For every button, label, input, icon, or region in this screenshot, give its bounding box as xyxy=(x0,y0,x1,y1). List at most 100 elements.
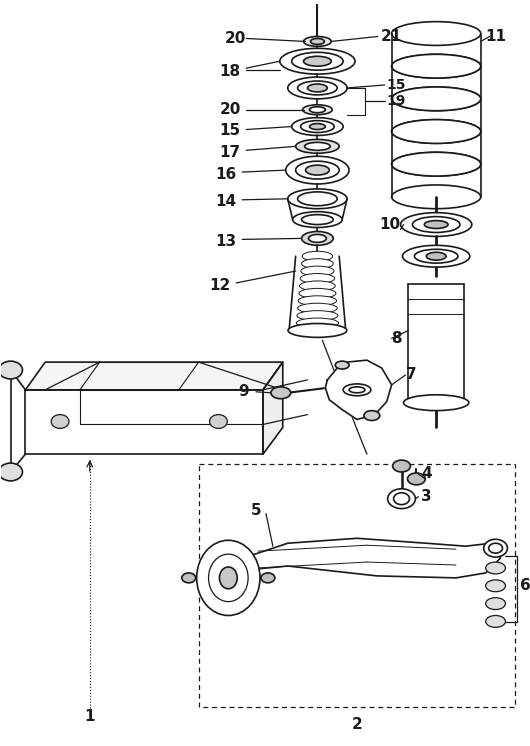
Text: 21: 21 xyxy=(381,29,402,44)
Ellipse shape xyxy=(298,81,337,95)
Ellipse shape xyxy=(392,54,481,78)
Ellipse shape xyxy=(271,387,290,398)
Ellipse shape xyxy=(310,107,325,113)
Polygon shape xyxy=(25,390,263,454)
Ellipse shape xyxy=(311,39,324,45)
Bar xyxy=(409,284,464,403)
Ellipse shape xyxy=(296,318,339,328)
Text: 10: 10 xyxy=(379,217,400,232)
Ellipse shape xyxy=(392,87,481,110)
Text: 1: 1 xyxy=(84,709,95,724)
Text: 5: 5 xyxy=(251,503,261,518)
Ellipse shape xyxy=(293,212,342,228)
Text: 4: 4 xyxy=(421,466,431,481)
Text: 20: 20 xyxy=(219,102,241,117)
Ellipse shape xyxy=(0,463,22,481)
Ellipse shape xyxy=(392,87,481,110)
Text: 12: 12 xyxy=(210,278,231,293)
Ellipse shape xyxy=(209,415,227,428)
Ellipse shape xyxy=(301,266,334,276)
Ellipse shape xyxy=(288,77,347,98)
Ellipse shape xyxy=(296,325,339,336)
Ellipse shape xyxy=(292,118,343,136)
Text: 16: 16 xyxy=(216,166,237,181)
Ellipse shape xyxy=(299,289,336,298)
Ellipse shape xyxy=(0,361,22,379)
Ellipse shape xyxy=(426,252,446,260)
Ellipse shape xyxy=(302,215,333,225)
Ellipse shape xyxy=(288,189,347,209)
Ellipse shape xyxy=(485,580,506,592)
Ellipse shape xyxy=(484,539,507,557)
Ellipse shape xyxy=(297,310,338,321)
Ellipse shape xyxy=(402,245,470,267)
Ellipse shape xyxy=(302,231,333,245)
Ellipse shape xyxy=(394,493,410,504)
Text: 3: 3 xyxy=(421,489,431,504)
Ellipse shape xyxy=(392,119,481,143)
Ellipse shape xyxy=(300,274,334,283)
Bar xyxy=(199,464,515,706)
Text: 11: 11 xyxy=(485,29,506,44)
Ellipse shape xyxy=(301,121,334,133)
Ellipse shape xyxy=(392,22,481,46)
Text: 20: 20 xyxy=(225,31,246,46)
Ellipse shape xyxy=(298,192,337,206)
Ellipse shape xyxy=(286,156,349,184)
Text: 6: 6 xyxy=(520,578,530,593)
Text: 9: 9 xyxy=(238,384,249,399)
Ellipse shape xyxy=(307,84,328,92)
Ellipse shape xyxy=(288,324,347,337)
Ellipse shape xyxy=(298,303,337,313)
Ellipse shape xyxy=(197,540,260,615)
Ellipse shape xyxy=(392,54,481,78)
Ellipse shape xyxy=(335,361,349,369)
Text: 2: 2 xyxy=(351,717,363,732)
Ellipse shape xyxy=(412,216,460,233)
Ellipse shape xyxy=(392,185,481,209)
Ellipse shape xyxy=(485,562,506,574)
Ellipse shape xyxy=(308,234,326,242)
Ellipse shape xyxy=(485,615,506,627)
Ellipse shape xyxy=(414,249,458,263)
Text: 14: 14 xyxy=(216,194,237,210)
Ellipse shape xyxy=(408,473,425,485)
Ellipse shape xyxy=(292,52,343,70)
Ellipse shape xyxy=(296,161,339,179)
Text: 13: 13 xyxy=(216,233,237,249)
Polygon shape xyxy=(325,360,392,419)
Text: 8: 8 xyxy=(391,331,402,346)
Ellipse shape xyxy=(489,543,502,553)
Polygon shape xyxy=(25,362,283,390)
Polygon shape xyxy=(263,362,283,454)
Ellipse shape xyxy=(305,142,330,150)
Ellipse shape xyxy=(343,384,371,396)
Text: 17: 17 xyxy=(220,145,241,160)
Ellipse shape xyxy=(219,567,237,589)
Ellipse shape xyxy=(304,37,331,46)
Text: 15: 15 xyxy=(220,123,241,138)
Ellipse shape xyxy=(261,573,275,583)
Ellipse shape xyxy=(303,104,332,115)
Ellipse shape xyxy=(364,410,380,421)
Text: 19: 19 xyxy=(387,94,407,108)
Ellipse shape xyxy=(349,387,365,393)
Ellipse shape xyxy=(393,460,410,472)
Polygon shape xyxy=(228,539,500,583)
Ellipse shape xyxy=(302,259,333,269)
Ellipse shape xyxy=(182,573,196,583)
Ellipse shape xyxy=(299,281,335,291)
Ellipse shape xyxy=(305,165,329,175)
Ellipse shape xyxy=(208,554,248,601)
Ellipse shape xyxy=(51,415,69,428)
Ellipse shape xyxy=(302,251,333,261)
Ellipse shape xyxy=(392,152,481,176)
Ellipse shape xyxy=(310,124,325,130)
Ellipse shape xyxy=(401,213,472,236)
Ellipse shape xyxy=(296,140,339,153)
Ellipse shape xyxy=(425,221,448,228)
Ellipse shape xyxy=(280,48,355,74)
Ellipse shape xyxy=(392,152,481,176)
Text: 18: 18 xyxy=(220,63,241,78)
Ellipse shape xyxy=(392,119,481,143)
